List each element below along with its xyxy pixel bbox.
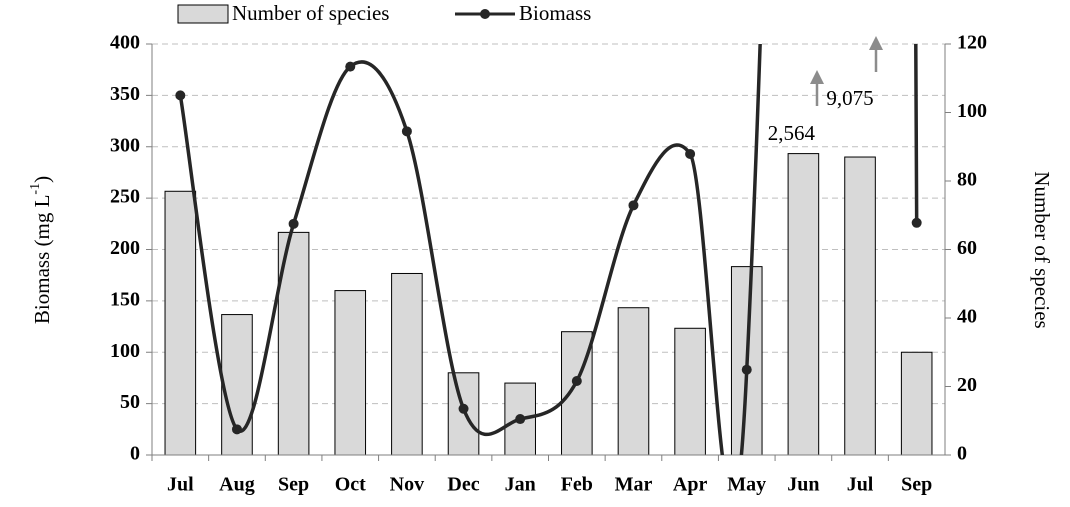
y2-tick-label: 20 — [957, 374, 977, 396]
arrows — [810, 36, 883, 106]
bar — [277, 231, 310, 456]
y2-tick-label: 40 — [957, 306, 977, 328]
y-tick-label: 50 — [120, 391, 140, 413]
arrow-head — [869, 36, 883, 50]
x-tick-label: Dec — [447, 474, 479, 496]
axes — [146, 43, 951, 461]
legend-marker — [480, 9, 490, 19]
bar — [447, 372, 480, 456]
marker — [288, 218, 299, 229]
legend-label: Biomass — [519, 1, 591, 25]
legend-label: Number of species — [232, 1, 389, 25]
marker — [345, 61, 356, 72]
marker — [175, 90, 186, 101]
labels: 0 50 100 150 200 250 300 350 400 0 20 40 60 80 100 120 J… — [110, 32, 987, 496]
y-tick-label: 300 — [110, 134, 140, 156]
bar — [334, 290, 367, 456]
y2-tick-label: 80 — [957, 169, 977, 191]
y2-tick-label: 120 — [957, 32, 987, 54]
x-tick-label: Sep — [901, 474, 932, 496]
y-tick-label: 250 — [110, 186, 140, 208]
bar — [617, 307, 650, 456]
x-tick-label: Apr — [673, 474, 708, 496]
x-tick-label: Feb — [561, 474, 593, 496]
y-tick-label: 200 — [110, 237, 140, 259]
y-tick-label: 0 — [130, 443, 140, 465]
marker — [571, 376, 582, 387]
y-label-text: Biomass (mg L — [30, 195, 54, 325]
x-tick-label: Mar — [615, 474, 653, 496]
data-label: 2,564 — [768, 121, 816, 145]
bar — [787, 153, 820, 456]
marker — [628, 200, 639, 211]
marker — [911, 217, 922, 228]
data-label: 9,075 — [826, 86, 873, 110]
line-layer — [175, 44, 922, 455]
marker — [458, 403, 469, 414]
bar — [900, 351, 933, 456]
y-tick-label: 100 — [110, 340, 140, 362]
bar — [391, 272, 423, 456]
x-tick-label: Jun — [787, 474, 819, 496]
y-tick-label: 150 — [110, 288, 140, 310]
y2-tick-label: 60 — [957, 237, 977, 259]
arrow-head — [810, 70, 824, 84]
x-tick-label: May — [727, 474, 766, 496]
legend-swatch — [177, 4, 229, 24]
y-label-sup: -1 — [28, 183, 43, 195]
y-tick-label: 400 — [110, 32, 140, 54]
legend: Number of species Biomass — [177, 1, 591, 25]
y2-tick-label: 100 — [957, 100, 987, 122]
marker — [401, 126, 412, 137]
y2-tick-label: 0 — [957, 443, 967, 465]
x-tick-label: Nov — [390, 474, 424, 496]
marker — [741, 364, 752, 375]
bar — [164, 190, 197, 456]
bar — [674, 327, 706, 456]
y-tick-label: 350 — [110, 83, 140, 105]
y2-axis-label: Number of species — [1030, 171, 1054, 328]
marker — [515, 414, 526, 425]
bar — [844, 156, 876, 456]
x-tick-label: Sep — [278, 474, 309, 496]
x-tick-label: Oct — [335, 474, 366, 496]
y-axis-label: Biomass (mg L-1) — [28, 176, 54, 324]
x-tick-label: Jul — [847, 474, 874, 496]
y-label-end: ) — [30, 176, 54, 183]
x-tick-label: Jul — [167, 474, 194, 496]
marker — [685, 148, 696, 159]
x-tick-label: Jan — [505, 474, 536, 496]
x-tick-label: Aug — [219, 474, 255, 496]
marker — [231, 424, 242, 435]
